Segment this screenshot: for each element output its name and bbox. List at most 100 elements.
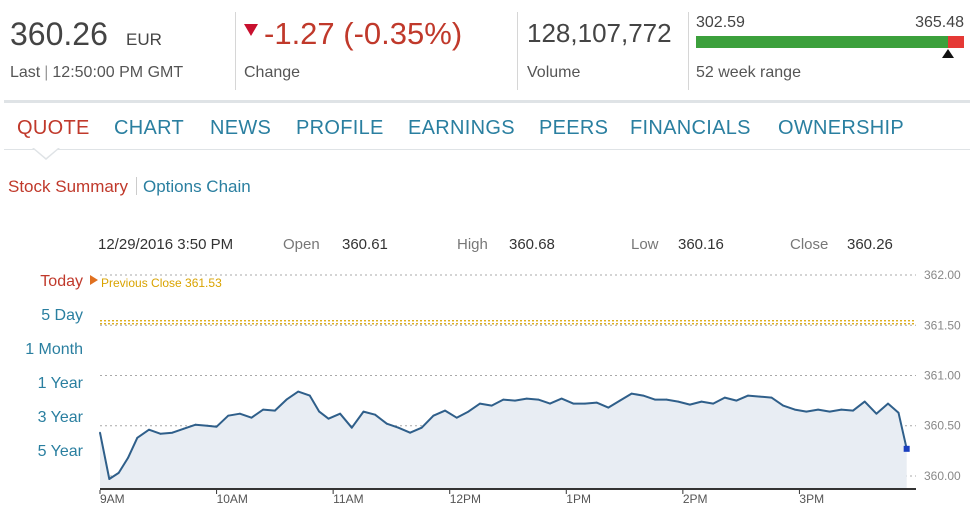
range-bar-fill	[696, 36, 948, 48]
range-label: 52 week range	[696, 64, 801, 81]
price-point	[654, 398, 656, 401]
price-point	[560, 397, 563, 400]
week-range-block: 302.59 365.48 52 week range	[696, 0, 964, 92]
header-divider	[235, 12, 236, 90]
price-point	[875, 412, 878, 415]
range-5year-button[interactable]: 5 Year	[37, 443, 83, 460]
price-point	[897, 411, 900, 414]
options-chain-link[interactable]: Options Chain	[142, 177, 251, 196]
price-point	[227, 414, 230, 417]
price-point	[677, 400, 680, 403]
currency-label: EUR	[126, 30, 162, 49]
price-point	[250, 416, 253, 419]
price-point	[444, 409, 446, 412]
last-label: Last	[10, 64, 41, 81]
price-point	[239, 412, 241, 415]
x-tick-label: 10AM	[217, 492, 248, 506]
price-point	[689, 403, 691, 406]
x-tick-label: 3PM	[799, 492, 824, 506]
header-divider	[688, 12, 689, 90]
price-point	[712, 402, 715, 405]
sub-navigation: Stock Summary Options Chain	[8, 177, 251, 197]
price-point	[537, 398, 540, 401]
price-point	[665, 398, 668, 401]
price-point	[863, 400, 866, 403]
low-label: Low	[631, 236, 659, 253]
range-low: 302.59	[696, 14, 745, 31]
price-point	[159, 432, 162, 435]
price-point	[828, 410, 831, 413]
range-1month-button[interactable]: 1 Month	[25, 341, 83, 358]
low-value: 360.16	[678, 236, 724, 253]
price-point	[619, 399, 621, 402]
tab-bar: QUOTE CHART NEWS PROFILE EARNINGS PEERS …	[4, 103, 970, 150]
price-point	[420, 426, 423, 429]
price-point	[735, 399, 738, 402]
price-point	[206, 424, 209, 427]
price-point	[817, 408, 819, 411]
price-point	[171, 431, 174, 434]
previous-close-label: Previous Close 361.53	[101, 276, 222, 290]
price-point	[117, 472, 120, 474]
x-tick-label: 11AM	[333, 492, 363, 506]
intraday-chart: 362.00 361.50 361.00 360.50 360.00 9AM 10AM 11A…	[99, 268, 961, 506]
price-point	[572, 402, 575, 405]
close-value: 360.26	[847, 236, 893, 253]
x-tick-label: 1PM	[566, 492, 591, 506]
y-tick-label: 361.50	[924, 318, 961, 332]
y-tick-label: 360.00	[924, 469, 961, 483]
tab-financials[interactable]: FINANCIALS	[630, 117, 751, 139]
price-point	[274, 409, 276, 412]
price-point	[108, 478, 111, 480]
price-point	[782, 404, 784, 407]
price-point	[194, 423, 197, 426]
open-label: Open	[283, 236, 320, 253]
x-tick-label: 9AM	[100, 492, 125, 506]
price-point	[285, 398, 288, 401]
price-point	[758, 395, 761, 398]
quote-datetime: 12/29/2016 3:50 PM	[98, 236, 234, 253]
tab-profile[interactable]: PROFILE	[296, 117, 384, 139]
down-arrow-icon	[244, 24, 258, 36]
price-point	[339, 412, 341, 415]
price-point	[99, 431, 101, 434]
stock-summary-link[interactable]: Stock Summary	[8, 177, 128, 196]
price-point	[215, 425, 218, 428]
price-point	[549, 402, 551, 405]
price-point	[362, 410, 365, 413]
price-point	[318, 410, 321, 413]
price-change: -1.27 (-0.35%)	[264, 16, 463, 51]
price-point	[630, 392, 633, 395]
tab-quote[interactable]: QUOTE	[17, 117, 90, 139]
x-tick-label: 12PM	[450, 492, 481, 506]
price-line	[99, 390, 908, 480]
price-point	[409, 431, 411, 434]
tab-news[interactable]: NEWS	[210, 117, 272, 139]
y-tick-label: 361.00	[924, 368, 961, 382]
open-value: 360.61	[342, 236, 388, 253]
range-5day-button[interactable]: 5 Day	[41, 307, 83, 324]
price-point	[747, 394, 749, 397]
range-3year-button[interactable]: 3 Year	[37, 409, 83, 426]
price-point	[502, 398, 505, 401]
tab-peers[interactable]: PEERS	[539, 117, 609, 139]
header-divider	[517, 12, 518, 90]
price-point	[805, 410, 808, 413]
tab-earnings[interactable]: EARNINGS	[408, 117, 515, 139]
price-point	[262, 408, 265, 411]
price-point	[350, 426, 353, 429]
price-point	[297, 390, 300, 393]
y-tick-label: 362.00	[924, 268, 961, 282]
price-point	[584, 402, 586, 405]
price-point	[840, 408, 843, 411]
y-tick-label: 360.50	[924, 419, 961, 433]
tab-chart[interactable]: CHART	[114, 117, 185, 139]
range-1year-button[interactable]: 1 Year	[37, 375, 83, 392]
tab-ownership[interactable]: OWNERSHIP	[778, 117, 905, 139]
range-marker-icon	[941, 49, 954, 58]
range-today-button[interactable]: Today	[40, 273, 83, 290]
price-point	[490, 404, 493, 407]
price-point	[770, 396, 773, 399]
high-value: 360.68	[509, 236, 555, 253]
price-point	[479, 402, 481, 405]
